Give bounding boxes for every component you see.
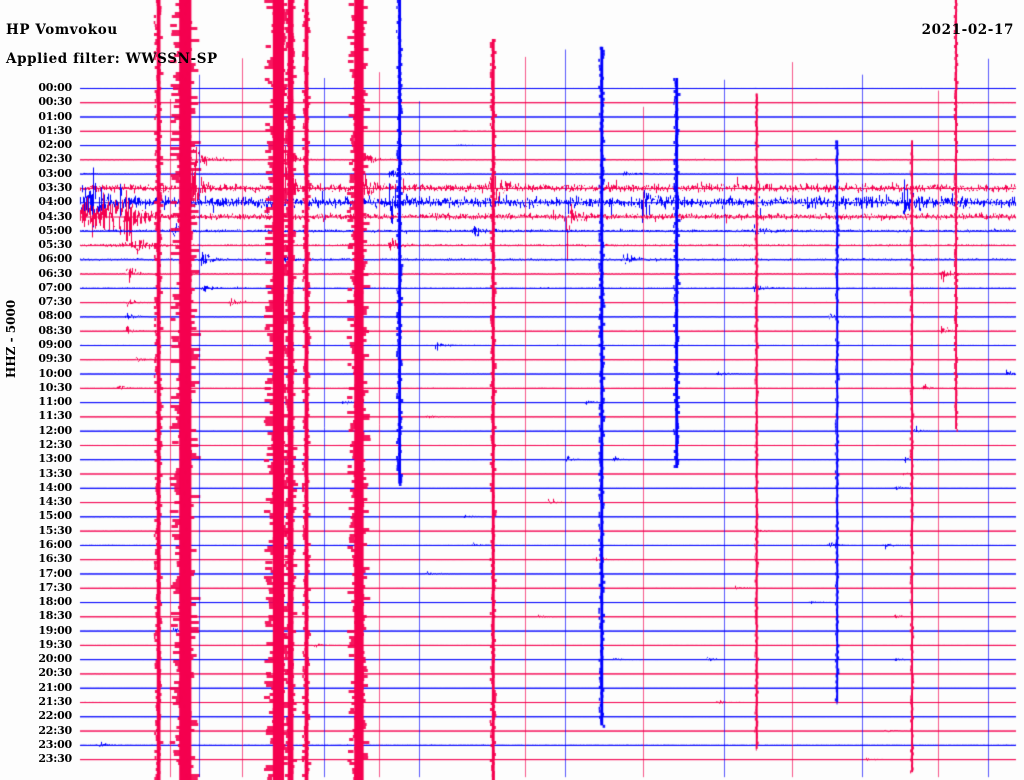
time-tick-label: 17:30 (38, 580, 72, 594)
time-tick-label: 07:30 (38, 295, 72, 309)
time-tick-label: 22:30 (38, 723, 72, 737)
time-tick-label: 08:00 (38, 309, 72, 323)
time-tick-label: 06:00 (38, 252, 72, 266)
time-tick-label: 14:00 (38, 480, 72, 494)
time-tick-label: 09:30 (38, 352, 72, 366)
time-tick-label: 05:30 (38, 238, 72, 252)
time-tick-label: 21:00 (38, 680, 72, 694)
time-tick-label: 13:00 (38, 452, 72, 466)
date-label: 2021-02-17 (921, 22, 1014, 38)
time-tick-label: 19:00 (38, 623, 72, 637)
time-tick-label: 20:00 (38, 652, 72, 666)
time-tick-label: 17:00 (38, 566, 72, 580)
time-tick-label: 03:00 (38, 166, 72, 180)
time-tick-label: 11:00 (38, 395, 72, 409)
time-tick-label: 10:30 (38, 380, 72, 394)
time-tick-label: 02:00 (38, 138, 72, 152)
time-tick-label: 12:00 (38, 423, 72, 437)
time-tick-label: 11:30 (38, 409, 72, 423)
time-tick-label: 04:30 (38, 209, 72, 223)
time-tick-label: 23:00 (38, 737, 72, 751)
time-tick-label: 12:30 (38, 438, 72, 451)
time-tick-label: 16:30 (38, 552, 72, 566)
time-tick-label: 10:00 (38, 366, 72, 380)
time-tick-label: 21:30 (38, 695, 72, 709)
time-tick-label: 19:30 (38, 637, 72, 651)
time-tick-label: 00:00 (38, 81, 72, 94)
time-axis: 00:00 00:30 01:00 01:30 02:00 02:30 03:00 03:30… (0, 0, 78, 780)
time-tick-label: 06:30 (38, 266, 72, 280)
time-tick-label: 20:30 (38, 666, 72, 680)
time-tick-label: 14:30 (38, 495, 72, 509)
time-tick-label: 18:30 (38, 609, 72, 623)
time-tick-label: 05:00 (38, 223, 72, 237)
time-tick-label: 15:30 (38, 523, 72, 537)
time-tick-label: 03:30 (38, 180, 72, 194)
time-tick-label: 04:00 (38, 195, 72, 209)
time-tick-label: 01:00 (38, 109, 72, 123)
channel-gain-axis-label: HHZ - 5000 (4, 300, 18, 378)
time-tick-label: 08:30 (38, 323, 72, 337)
time-tick-label: 18:00 (38, 595, 72, 609)
station-title: HP Vomvokou (6, 22, 118, 38)
time-tick-label: 09:00 (38, 338, 72, 352)
time-tick-label: 16:00 (38, 537, 72, 551)
time-tick-label: 02:30 (38, 152, 72, 166)
time-tick-label: 01:30 (38, 123, 72, 137)
time-tick-label: 23:30 (38, 752, 72, 766)
time-tick-label: 07:00 (38, 280, 72, 294)
time-tick-label: 13:30 (38, 466, 72, 480)
time-tick-label: 15:00 (38, 509, 72, 523)
applied-filter-label: Applied filter: WWSSN-SP (6, 51, 218, 67)
time-tick-label: 22:00 (38, 709, 72, 723)
time-tick-label: 00:30 (38, 95, 72, 109)
